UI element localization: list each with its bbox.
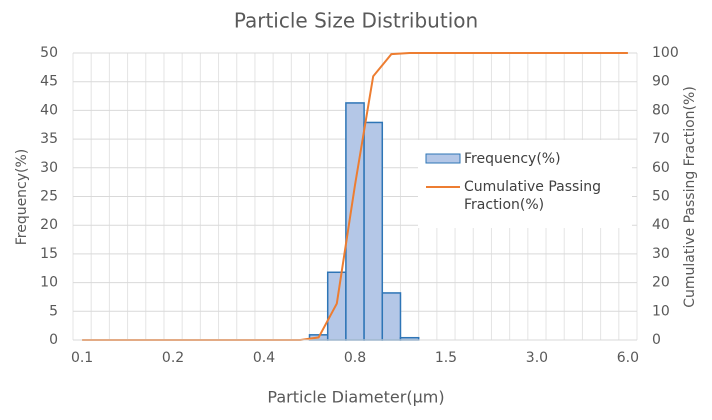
chart-title: Particle Size Distribution — [234, 9, 478, 33]
bar — [381, 292, 402, 341]
y2-tick-label: 90 — [652, 74, 670, 90]
y-tick-label: 25 — [40, 189, 58, 205]
x-tick-label: 3.0 — [526, 350, 548, 366]
legend-label: Cumulative Passing Fraction(%) — [464, 179, 601, 213]
bar — [363, 121, 384, 341]
y-tick-label: 15 — [40, 246, 58, 262]
y-tick-label: 10 — [40, 275, 58, 291]
x-tick-label: 1.5 — [435, 350, 457, 366]
x-axis-label: Particle Diameter(μm) — [267, 388, 444, 407]
y2-tick-label: 60 — [652, 160, 670, 176]
x-tick-label: 0.1 — [71, 350, 93, 366]
y2-tick-label: 30 — [652, 246, 670, 262]
x-tick-label: 0.2 — [162, 350, 184, 366]
legend-swatch — [425, 153, 461, 164]
x-tick-label: 6.0 — [617, 350, 639, 366]
bar — [326, 271, 347, 341]
y2-tick-label: 40 — [652, 217, 670, 233]
legend-item: Cumulative Passing Fraction(%) — [464, 179, 601, 213]
x-tick-label: 0.8 — [344, 350, 366, 366]
y-tick-label: 30 — [40, 160, 58, 176]
legend-item: Frequency(%) — [464, 151, 561, 167]
y-axis-label: Frequency(%) — [14, 149, 30, 246]
y-tick-label: 20 — [40, 217, 58, 233]
y2-tick-label: 20 — [652, 275, 670, 291]
y2-tick-label: 70 — [652, 131, 670, 147]
y2-axis-label: Cumulative Passing Fraction(%) — [682, 86, 698, 308]
y-tick-label: 45 — [40, 74, 58, 90]
y-tick-label: 35 — [40, 131, 58, 147]
y2-tick-label: 0 — [652, 332, 661, 348]
y2-tick-label: 80 — [652, 102, 670, 118]
legend-label: Frequency(%) — [464, 151, 561, 167]
y-tick-label: 0 — [49, 332, 58, 348]
y-tick-label: 40 — [40, 102, 58, 118]
y2-tick-label: 50 — [652, 189, 670, 205]
y-tick-label: 5 — [49, 303, 58, 319]
x-tick-label: 0.4 — [253, 350, 275, 366]
y-tick-label: 50 — [40, 45, 58, 61]
y2-tick-label: 10 — [652, 303, 670, 319]
y2-tick-label: 100 — [652, 45, 679, 61]
